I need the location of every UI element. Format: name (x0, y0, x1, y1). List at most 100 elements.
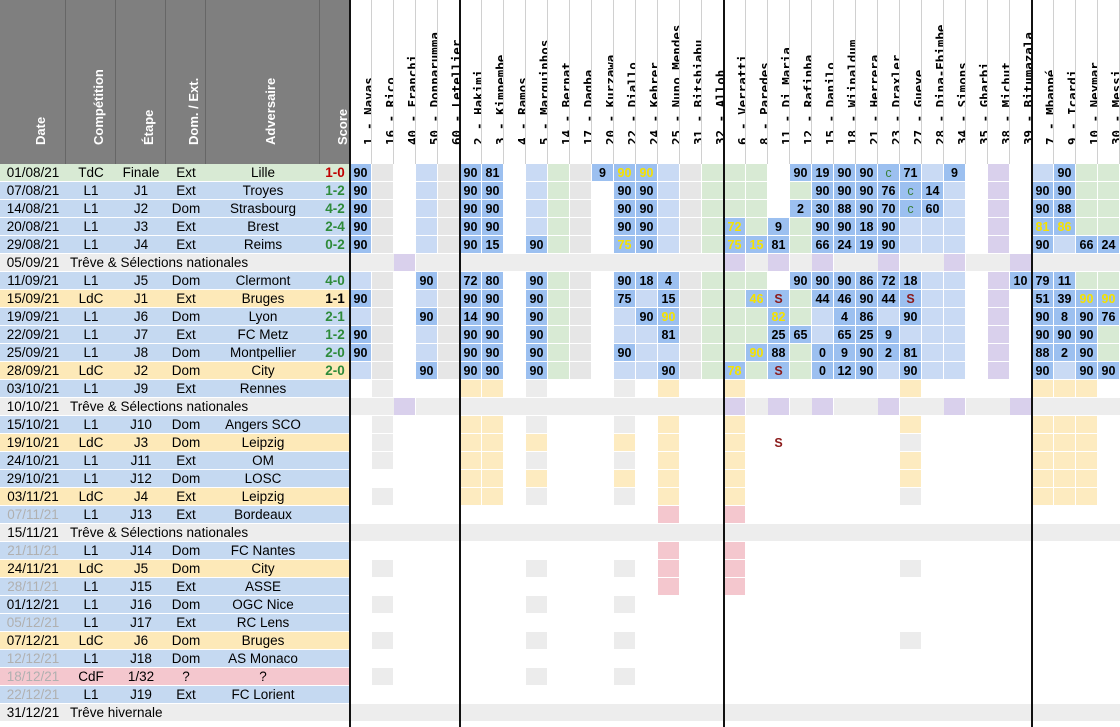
minutes-cell[interactable] (680, 236, 702, 254)
minutes-cell[interactable] (922, 452, 944, 470)
minutes-cell[interactable] (438, 362, 460, 380)
minutes-cell[interactable] (438, 650, 460, 668)
minutes-cell[interactable] (350, 272, 372, 290)
minutes-cell[interactable] (438, 434, 460, 452)
stage-cell[interactable]: Finale (122, 165, 160, 180)
minutes-cell[interactable]: 81 (900, 344, 922, 362)
minutes-cell[interactable] (526, 578, 548, 596)
minutes-cell[interactable] (922, 470, 944, 488)
match-row[interactable] (0, 236, 349, 254)
minutes-cell[interactable] (372, 614, 394, 632)
minutes-cell[interactable] (570, 452, 592, 470)
minutes-cell[interactable] (1098, 560, 1120, 578)
minutes-cell[interactable] (878, 380, 900, 398)
comp-cell[interactable]: L1 (83, 651, 99, 666)
minutes-cell[interactable] (460, 416, 482, 434)
minutes-cell[interactable] (1076, 506, 1098, 524)
venue-cell[interactable]: Ext (176, 615, 196, 630)
minutes-cell[interactable] (988, 452, 1010, 470)
minutes-cell[interactable] (504, 686, 526, 704)
minutes-cell[interactable] (746, 542, 768, 560)
minutes-cell[interactable] (504, 560, 526, 578)
stage-cell[interactable]: J15 (130, 579, 152, 594)
stage-cell[interactable]: J18 (130, 651, 152, 666)
minutes-cell[interactable] (790, 218, 812, 236)
date-cell[interactable]: 20/08/21 (6, 219, 60, 234)
minutes-cell[interactable]: 90 (834, 164, 856, 182)
minutes-cell[interactable] (702, 326, 724, 344)
stage-cell[interactable]: J3 (133, 435, 149, 450)
minutes-cell[interactable]: 11 (1054, 272, 1076, 290)
minutes-cell[interactable] (372, 470, 394, 488)
minutes-cell[interactable] (592, 182, 614, 200)
score-cell[interactable]: 0-2 (325, 237, 345, 252)
minutes-cell[interactable] (416, 218, 438, 236)
minutes-cell[interactable] (1098, 344, 1120, 362)
minutes-cell[interactable] (746, 452, 768, 470)
minutes-cell[interactable] (944, 686, 966, 704)
minutes-cell[interactable]: 39 (1054, 290, 1076, 308)
opp-cell[interactable]: Lille (250, 165, 275, 180)
minutes-cell[interactable] (636, 326, 658, 344)
match-row[interactable] (0, 380, 349, 398)
comp-cell[interactable]: L1 (83, 579, 99, 594)
minutes-cell[interactable] (790, 290, 812, 308)
minutes-cell[interactable]: 0 (812, 344, 834, 362)
minutes-cell[interactable] (636, 614, 658, 632)
minutes-cell[interactable] (658, 218, 680, 236)
minutes-cell[interactable] (790, 362, 812, 380)
minutes-cell[interactable] (460, 578, 482, 596)
minutes-cell[interactable] (1054, 686, 1076, 704)
comp-cell[interactable]: TdC (78, 165, 104, 180)
minutes-cell[interactable] (812, 380, 834, 398)
date-cell[interactable]: 15/10/21 (6, 417, 60, 432)
minutes-cell[interactable] (1010, 164, 1032, 182)
match-row[interactable] (0, 218, 349, 236)
stage-cell[interactable]: J9 (133, 381, 149, 396)
minutes-cell[interactable] (438, 560, 460, 578)
minutes-cell[interactable]: 90 (1076, 362, 1098, 380)
minutes-cell[interactable] (702, 506, 724, 524)
minutes-cell[interactable]: 90 (460, 164, 482, 182)
minutes-cell[interactable] (900, 506, 922, 524)
player-header[interactable]: 35 - Gharbi (966, 0, 988, 164)
minutes-cell[interactable]: 90 (614, 344, 636, 362)
minutes-cell[interactable] (636, 452, 658, 470)
minutes-cell[interactable] (526, 632, 548, 650)
minutes-cell[interactable] (350, 452, 372, 470)
minutes-cell[interactable] (922, 506, 944, 524)
minutes-cell[interactable]: 90 (350, 236, 372, 254)
minutes-cell[interactable]: 90 (1054, 326, 1076, 344)
minutes-cell[interactable] (526, 218, 548, 236)
score-cell[interactable]: 1-0 (325, 165, 345, 180)
minutes-cell[interactable] (394, 434, 416, 452)
minutes-cell[interactable]: 90 (834, 272, 856, 290)
minutes-cell[interactable] (856, 650, 878, 668)
minutes-cell[interactable] (592, 596, 614, 614)
minutes-cell[interactable]: 90 (614, 200, 636, 218)
minutes-cell[interactable] (570, 560, 592, 578)
minutes-cell[interactable] (372, 218, 394, 236)
minutes-cell[interactable] (1010, 578, 1032, 596)
date-cell[interactable]: 22/12/21 (6, 687, 60, 702)
minutes-cell[interactable] (944, 416, 966, 434)
minutes-cell[interactable] (922, 578, 944, 596)
date-cell[interactable]: 01/08/21 (6, 165, 60, 180)
minutes-cell[interactable] (394, 470, 416, 488)
minutes-cell[interactable]: 90 (460, 362, 482, 380)
minutes-cell[interactable] (944, 236, 966, 254)
venue-cell[interactable]: Ext (176, 237, 196, 252)
minutes-cell[interactable] (1098, 164, 1120, 182)
minutes-cell[interactable] (966, 416, 988, 434)
minutes-cell[interactable] (702, 560, 724, 578)
minutes-cell[interactable] (768, 164, 790, 182)
minutes-cell[interactable] (372, 326, 394, 344)
minutes-cell[interactable] (504, 506, 526, 524)
minutes-cell[interactable] (548, 290, 570, 308)
minutes-cell[interactable] (1010, 218, 1032, 236)
opp-cell[interactable]: Lyon (248, 309, 278, 324)
venue-cell[interactable]: Ext (176, 165, 196, 180)
minutes-cell[interactable] (988, 308, 1010, 326)
minutes-cell[interactable]: 15 (746, 236, 768, 254)
date-cell[interactable]: 07/11/21 (7, 507, 59, 522)
